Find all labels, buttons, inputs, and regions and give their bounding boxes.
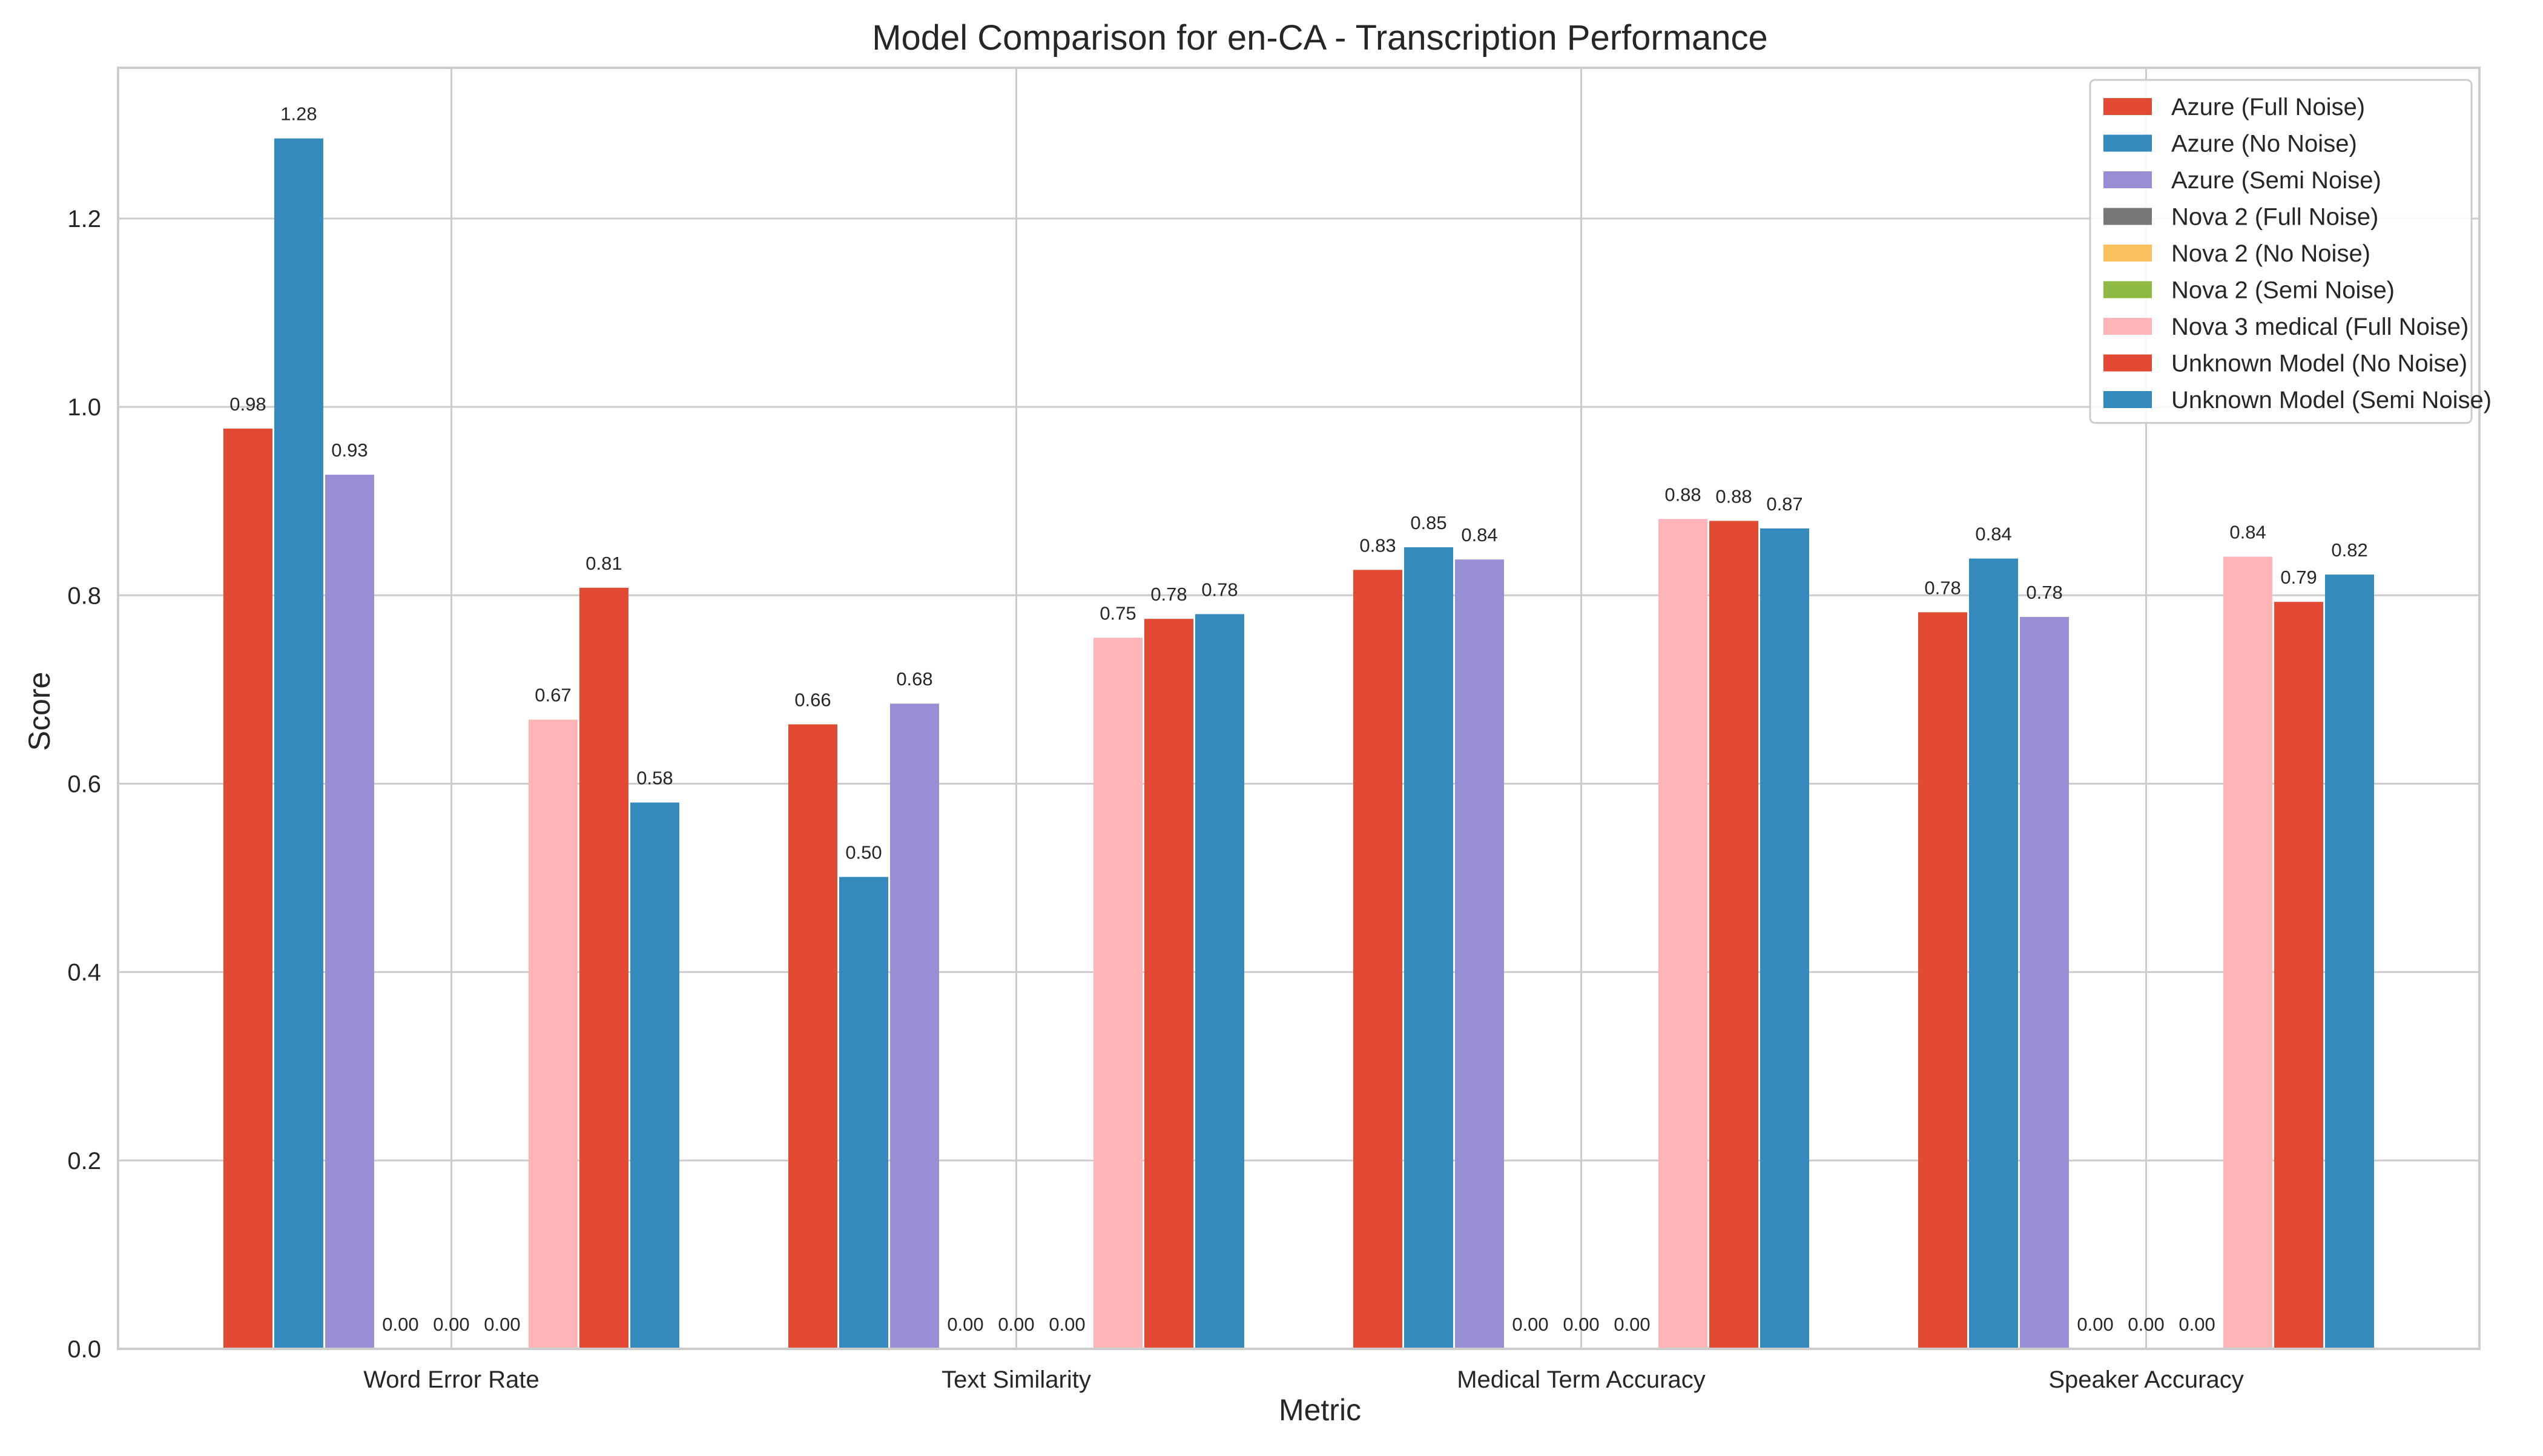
bar-value-label: 0.98 <box>229 394 266 415</box>
bar-value-label: 0.87 <box>1766 493 1803 515</box>
bar <box>2274 602 2324 1349</box>
bar-value-label: 0.78 <box>1201 579 1238 600</box>
bar-value-label: 0.58 <box>636 768 673 789</box>
bar-value-label: 0.88 <box>1715 486 1752 507</box>
plot-frame <box>117 67 2481 1350</box>
bar-value-label: 0.00 <box>947 1314 983 1335</box>
bar-value-label: 0.81 <box>585 553 622 574</box>
bar <box>2020 617 2070 1349</box>
bar <box>1093 637 1143 1349</box>
bar-value-label: 0.00 <box>433 1314 469 1335</box>
x-tick-label: Speaker Accuracy <box>2048 1366 2243 1393</box>
legend-swatch <box>2103 171 2152 188</box>
bar <box>1144 619 1193 1349</box>
bar-value-label: 0.00 <box>2179 1314 2215 1335</box>
bar-value-label: 0.75 <box>1100 602 1136 624</box>
legend-item-label: Nova 2 (No Noise) <box>2171 240 2370 267</box>
bar-value-label: 0.84 <box>1975 524 2011 545</box>
bar-value-label: 0.00 <box>484 1314 520 1335</box>
y-tick-label: 1.2 <box>67 206 101 232</box>
legend-item-label: Azure (No Noise) <box>2171 131 2357 157</box>
bar-value-label: 0.68 <box>896 668 932 690</box>
bar <box>528 719 578 1349</box>
bar-value-label: 0.79 <box>2280 567 2317 588</box>
x-axis-label: Metric <box>1279 1393 1361 1427</box>
bar-value-label: 0.84 <box>2229 522 2266 543</box>
bar-value-label: 0.00 <box>382 1314 418 1335</box>
y-tick-label: 0.2 <box>67 1148 101 1174</box>
bar-value-label: 0.00 <box>1049 1314 1085 1335</box>
y-tick-label: 1.0 <box>67 394 101 421</box>
bar-value-label: 0.00 <box>998 1314 1034 1335</box>
bar-value-label: 0.78 <box>1150 584 1187 605</box>
x-tick-label: Text Similarity <box>942 1366 1091 1393</box>
bar-value-label: 0.78 <box>2026 582 2062 603</box>
bar-value-label: 0.50 <box>845 842 882 863</box>
bar <box>223 428 272 1349</box>
legend-box <box>2089 79 2473 424</box>
bar-value-label: 0.00 <box>1512 1314 1548 1335</box>
bar <box>630 802 679 1349</box>
legend-swatch <box>2103 354 2152 372</box>
y-axis-label: Score <box>22 672 56 751</box>
x-tick-label: Medical Term Accuracy <box>1457 1366 1706 1393</box>
bar-value-label: 0.00 <box>1614 1314 1650 1335</box>
bar-value-label: 0.66 <box>794 689 831 710</box>
bar <box>2223 556 2273 1349</box>
bar <box>2325 575 2375 1349</box>
bar <box>889 703 939 1349</box>
legend-swatch <box>2103 281 2152 298</box>
legend-swatch <box>2103 391 2152 408</box>
chart-title: Model Comparison for en-CA - Transcripti… <box>872 18 1768 58</box>
legend-item-label: Unknown Model (No Noise) <box>2171 351 2467 377</box>
bar-value-label: 0.78 <box>1924 577 1961 598</box>
legend-swatch <box>2103 208 2152 225</box>
x-tick-label: Word Error Rate <box>363 1366 539 1393</box>
bar <box>1760 528 1810 1349</box>
legend-item-label: Nova 2 (Semi Noise) <box>2171 277 2395 304</box>
y-tick-label: 0.4 <box>67 960 101 986</box>
bar-value-label: 0.85 <box>1410 512 1446 533</box>
bar-value-label: 0.88 <box>1664 484 1701 505</box>
bar <box>1918 612 1968 1349</box>
bar-value-label: 0.93 <box>331 440 368 461</box>
bar <box>274 138 323 1349</box>
bar <box>1455 559 1505 1349</box>
bar-value-label: 0.00 <box>2077 1314 2113 1335</box>
bar <box>579 587 628 1349</box>
bar <box>839 877 888 1349</box>
legend-swatch <box>2103 98 2152 115</box>
bar <box>1709 521 1759 1349</box>
legend-item-label: Nova 2 (Full Noise) <box>2171 204 2378 231</box>
legend-item-label: Azure (Semi Noise) <box>2171 167 2381 194</box>
bar-value-label: 0.82 <box>2331 539 2367 561</box>
bar-value-label: 0.00 <box>2128 1314 2164 1335</box>
bar <box>788 724 837 1349</box>
bar <box>1969 558 2019 1349</box>
bar-value-label: 0.83 <box>1359 535 1396 556</box>
legend-item-label: Nova 3 medical (Full Noise) <box>2171 314 2469 340</box>
bar-value-label: 0.84 <box>1461 524 1497 545</box>
bar-value-label: 1.28 <box>280 104 317 125</box>
bar-value-label: 0.67 <box>535 685 571 706</box>
legend-swatch <box>2103 318 2152 335</box>
bar-value-label: 0.00 <box>1563 1314 1599 1335</box>
bar <box>1195 614 1244 1349</box>
bar <box>1658 519 1708 1349</box>
bar <box>1404 547 1454 1349</box>
bar <box>1353 570 1403 1349</box>
y-tick-label: 0.8 <box>67 582 101 609</box>
legend-item-label: Azure (Full Noise) <box>2171 94 2365 120</box>
bar <box>325 475 374 1349</box>
y-tick-label: 0.6 <box>67 771 101 797</box>
legend-swatch <box>2103 134 2152 152</box>
legend-swatch <box>2103 245 2152 262</box>
y-tick-label: 0.0 <box>67 1336 101 1363</box>
legend: Azure (Full Noise) Azure (No Noise) Azure … <box>2089 79 2492 424</box>
legend-item-label: Unknown Model (Semi Noise) <box>2171 387 2492 413</box>
